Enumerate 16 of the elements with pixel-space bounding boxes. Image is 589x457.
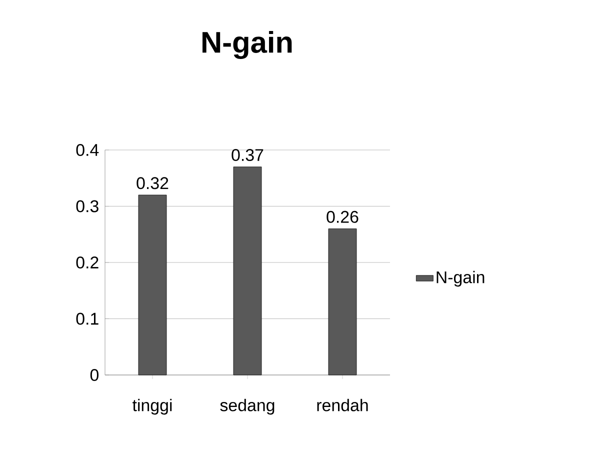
x-tick-label: tinggi [132,398,172,415]
bar [138,194,167,376]
bar [328,228,357,376]
bar [233,166,262,376]
chart-title: N-gain [202,30,292,59]
y-tick-label: 0.3 [76,200,98,212]
data-label: 0.26 [326,210,358,223]
data-label: 0.37 [232,149,264,162]
x-tick-label: rendah [317,398,368,412]
y-tick-label: 0.1 [76,312,98,325]
legend-label: N-gain [436,270,484,287]
y-tick-label: 0.2 [76,256,98,268]
data-label: 0.32 [136,177,168,190]
y-tick-label: 0 [90,368,99,381]
y-tick-label: 0.4 [76,144,99,156]
x-tick-label: sedang [220,398,274,415]
